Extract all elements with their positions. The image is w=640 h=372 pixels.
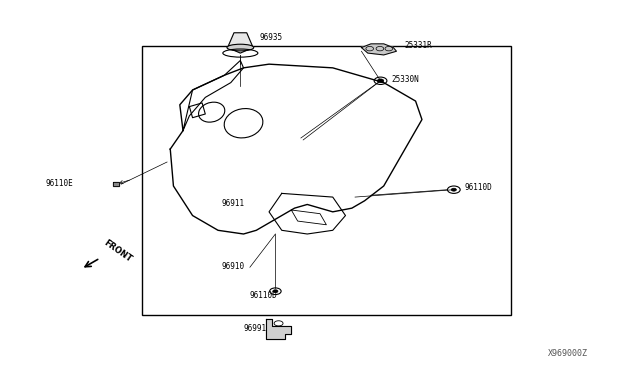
Text: 96110D: 96110D bbox=[250, 291, 278, 300]
Circle shape bbox=[378, 79, 384, 83]
Bar bbox=[141, 46, 511, 315]
Polygon shape bbox=[113, 182, 119, 186]
Polygon shape bbox=[362, 44, 396, 55]
Text: 96935: 96935 bbox=[259, 33, 283, 42]
Circle shape bbox=[451, 188, 456, 191]
Text: FRONT: FRONT bbox=[102, 238, 134, 264]
Polygon shape bbox=[228, 33, 253, 53]
Text: 96110E: 96110E bbox=[46, 179, 74, 188]
Ellipse shape bbox=[227, 44, 253, 51]
Circle shape bbox=[273, 290, 278, 293]
Text: 96110D: 96110D bbox=[464, 183, 492, 192]
Text: X969000Z: X969000Z bbox=[548, 349, 588, 358]
Text: 25331R: 25331R bbox=[404, 41, 432, 49]
Text: 96910: 96910 bbox=[221, 262, 244, 271]
Text: 96911: 96911 bbox=[221, 199, 244, 208]
Text: 96991: 96991 bbox=[244, 324, 267, 333]
Polygon shape bbox=[266, 319, 291, 339]
Text: 25330N: 25330N bbox=[392, 75, 419, 84]
